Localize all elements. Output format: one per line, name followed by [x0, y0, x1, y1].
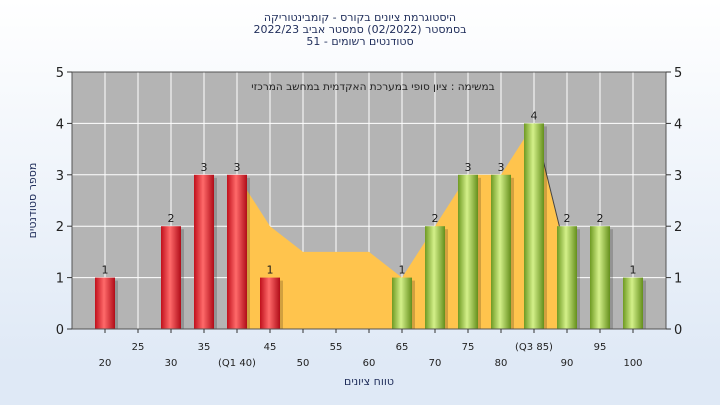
y-tick-label-right: 0 [674, 323, 682, 338]
bar [524, 123, 544, 330]
y-tick-label-left: 3 [56, 169, 64, 184]
x-tick-label: (Q3 85) [515, 342, 553, 353]
y-tick-label-left: 1 [56, 272, 64, 287]
y-tick-label-right: 3 [674, 169, 682, 184]
x-tick-label: 80 [495, 358, 508, 369]
chart-title: היסטוגרמת ציונים בקורס - קומבינטוריקה [263, 11, 457, 24]
bar [227, 174, 247, 329]
x-tick-label: 30 [165, 358, 178, 369]
cumulative-area [237, 123, 567, 330]
y-tick-label-right: 4 [674, 117, 682, 132]
bar [260, 277, 280, 329]
bar-value-label: 1 [102, 264, 109, 277]
x-tick-label: 50 [297, 358, 310, 369]
y-tick-label-left: 5 [56, 66, 64, 81]
bar-value-label: 1 [630, 264, 637, 277]
bar-value-label: 2 [432, 212, 439, 225]
bar-value-label: 2 [564, 212, 571, 225]
chart-subtitle-semester: בסמסטר (02/2022) סמסטר אביב 2022/23 [253, 23, 467, 36]
bar [161, 226, 181, 329]
x-tick-label: 35 [198, 342, 211, 353]
bar-value-label: 1 [267, 264, 274, 277]
bar [623, 277, 643, 329]
x-tick-label: 25 [132, 342, 145, 353]
x-axis-label: טווח ציונים [344, 375, 394, 388]
chart-annotation: במשימה : ציון סופי במערכת האקדמית במחשב … [251, 81, 494, 93]
x-tick-label: 95 [594, 342, 607, 353]
chart-subtitle-students: 51 - סטודנטים רשומים [306, 35, 414, 48]
x-tick-label: (Q1 40) [218, 358, 256, 369]
bar [557, 226, 577, 329]
bars-group: 1 2 3 3 1 1 2 3 3 4 2 2 1 [95, 109, 646, 330]
bar-value-label: 2 [168, 212, 175, 225]
bar-value-label: 3 [465, 161, 472, 174]
bar-value-label: 3 [201, 161, 208, 174]
y-tick-label-left: 0 [56, 323, 64, 338]
bar [95, 277, 115, 329]
x-tick-label: 45 [264, 342, 277, 353]
x-tick-label: 60 [363, 358, 376, 369]
x-tick-label: 55 [330, 342, 343, 353]
y-axis-label: מספר סטודנטים [26, 163, 39, 239]
bar-value-label: 3 [498, 161, 505, 174]
x-tick-label: 20 [99, 358, 112, 369]
bar-value-label: 2 [597, 212, 604, 225]
y-tick-label-left: 2 [56, 220, 64, 235]
bar-value-label: 1 [399, 264, 406, 277]
bar-value-label: 3 [234, 161, 241, 174]
bar [590, 226, 610, 329]
bar [458, 174, 478, 329]
bar [392, 277, 412, 329]
x-tick-label: 70 [429, 358, 442, 369]
x-tick-label: 90 [561, 358, 574, 369]
x-tick-label: 100 [623, 358, 642, 369]
y-tick-label-right: 5 [674, 66, 682, 81]
bar [194, 174, 214, 329]
bar-value-label: 4 [531, 109, 538, 122]
x-tick-label: 75 [462, 342, 475, 353]
y-tick-label-right: 1 [674, 272, 682, 287]
y-tick-label-left: 4 [56, 117, 64, 132]
bar [491, 174, 511, 329]
bar [425, 226, 445, 329]
y-tick-label-right: 2 [674, 220, 682, 235]
x-tick-label: 65 [396, 342, 409, 353]
